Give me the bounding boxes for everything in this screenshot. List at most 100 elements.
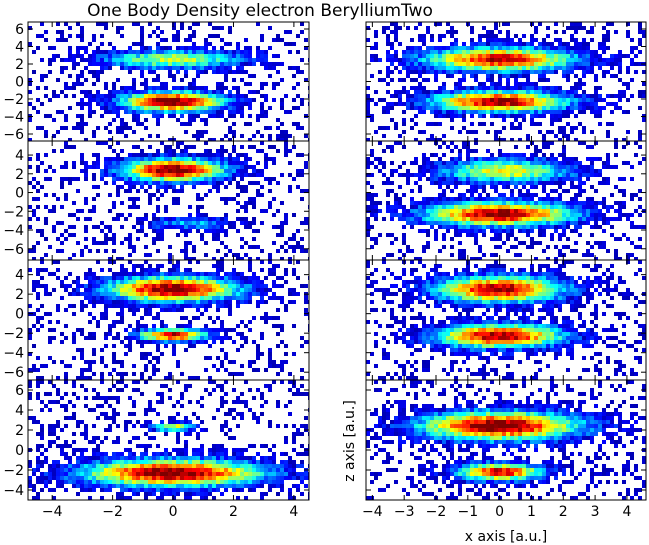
density-cell — [96, 94, 100, 98]
density-cell — [390, 233, 394, 237]
density-cell — [120, 157, 124, 161]
density-cell — [244, 58, 248, 62]
density-cell — [96, 46, 100, 50]
density-cell — [422, 197, 426, 201]
density-cell — [112, 110, 116, 114]
density-cell — [430, 106, 434, 110]
density-cell — [140, 169, 144, 173]
density-cell — [446, 185, 450, 189]
density-cell — [140, 300, 144, 304]
density-cell — [216, 225, 220, 229]
density-cell — [120, 272, 124, 276]
density-cell — [84, 336, 88, 340]
density-cell — [280, 340, 284, 344]
density-cell — [574, 185, 578, 189]
density-cell — [224, 94, 228, 98]
density-cell — [578, 189, 582, 193]
density-cell — [220, 98, 224, 102]
density-cell — [128, 344, 132, 348]
density-cell — [188, 257, 192, 260]
density-cell — [466, 110, 470, 114]
density-cell — [80, 126, 84, 130]
density-cell — [466, 205, 470, 209]
density-cell — [168, 110, 172, 114]
panel-left-2: 420−2−4−6 — [3, 140, 310, 261]
density-cell — [538, 213, 542, 217]
density-cell — [510, 66, 514, 70]
density-cell — [196, 276, 200, 280]
density-cell — [638, 237, 642, 241]
density-cell — [582, 209, 586, 213]
density-cell — [180, 177, 184, 181]
density-cell — [586, 106, 590, 110]
density-cell — [630, 58, 634, 62]
density-cell — [434, 165, 438, 169]
density-cell — [228, 26, 232, 30]
density-cell — [104, 280, 108, 284]
density-cell — [120, 173, 124, 177]
density-cell — [570, 34, 574, 38]
density-cell — [578, 193, 582, 197]
density-cell — [136, 102, 140, 106]
density-cell — [510, 122, 514, 126]
density-cell — [92, 296, 96, 300]
density-cell — [120, 58, 124, 62]
density-cell — [276, 134, 280, 138]
density-cell — [470, 42, 474, 46]
density-cell — [176, 34, 180, 38]
density-cell — [244, 169, 248, 173]
density-cell — [132, 332, 136, 336]
density-cell — [124, 217, 128, 221]
density-cell — [546, 34, 550, 38]
density-cell — [502, 197, 506, 201]
density-cell — [446, 74, 450, 78]
density-cell — [566, 161, 570, 165]
density-cell — [366, 94, 370, 98]
density-cell — [44, 288, 48, 292]
density-cell — [176, 141, 180, 145]
density-cell — [96, 78, 100, 82]
density-cell — [546, 177, 550, 181]
density-cell — [212, 233, 216, 237]
density-cell — [442, 90, 446, 94]
density-cell — [268, 26, 272, 30]
density-cell — [236, 288, 240, 292]
density-cell — [406, 90, 410, 94]
density-cell — [562, 98, 566, 102]
density-cell — [466, 102, 470, 106]
density-cell — [240, 320, 244, 324]
density-cell — [446, 177, 450, 181]
density-cell — [188, 241, 192, 245]
density-cell — [92, 110, 96, 114]
density-cell — [426, 102, 430, 106]
density-cell — [112, 288, 116, 292]
density-cell — [40, 22, 44, 26]
density-cell — [192, 225, 196, 229]
density-cell — [112, 205, 116, 209]
density-cell — [598, 209, 602, 213]
density-cell — [220, 217, 224, 221]
density-cell — [36, 205, 40, 209]
density-cell — [204, 213, 208, 217]
density-cell — [264, 157, 268, 161]
density-cell — [582, 54, 586, 58]
density-cell — [474, 141, 478, 145]
density-cell — [228, 94, 232, 98]
density-cell — [192, 173, 196, 177]
density-cell — [418, 165, 422, 169]
density-cell — [410, 58, 414, 62]
density-cell — [394, 90, 398, 94]
density-cell — [112, 102, 116, 106]
density-cell — [386, 189, 390, 193]
density-cell — [136, 54, 140, 58]
density-cell — [374, 54, 378, 58]
density-cell — [128, 165, 132, 169]
density-cell — [64, 288, 68, 292]
density-cell — [248, 181, 252, 185]
density-cell — [442, 70, 446, 74]
density-cell — [574, 165, 578, 169]
density-cell — [370, 114, 374, 118]
density-cell — [490, 82, 494, 86]
density-cell — [418, 38, 422, 42]
density-cell — [292, 292, 296, 296]
